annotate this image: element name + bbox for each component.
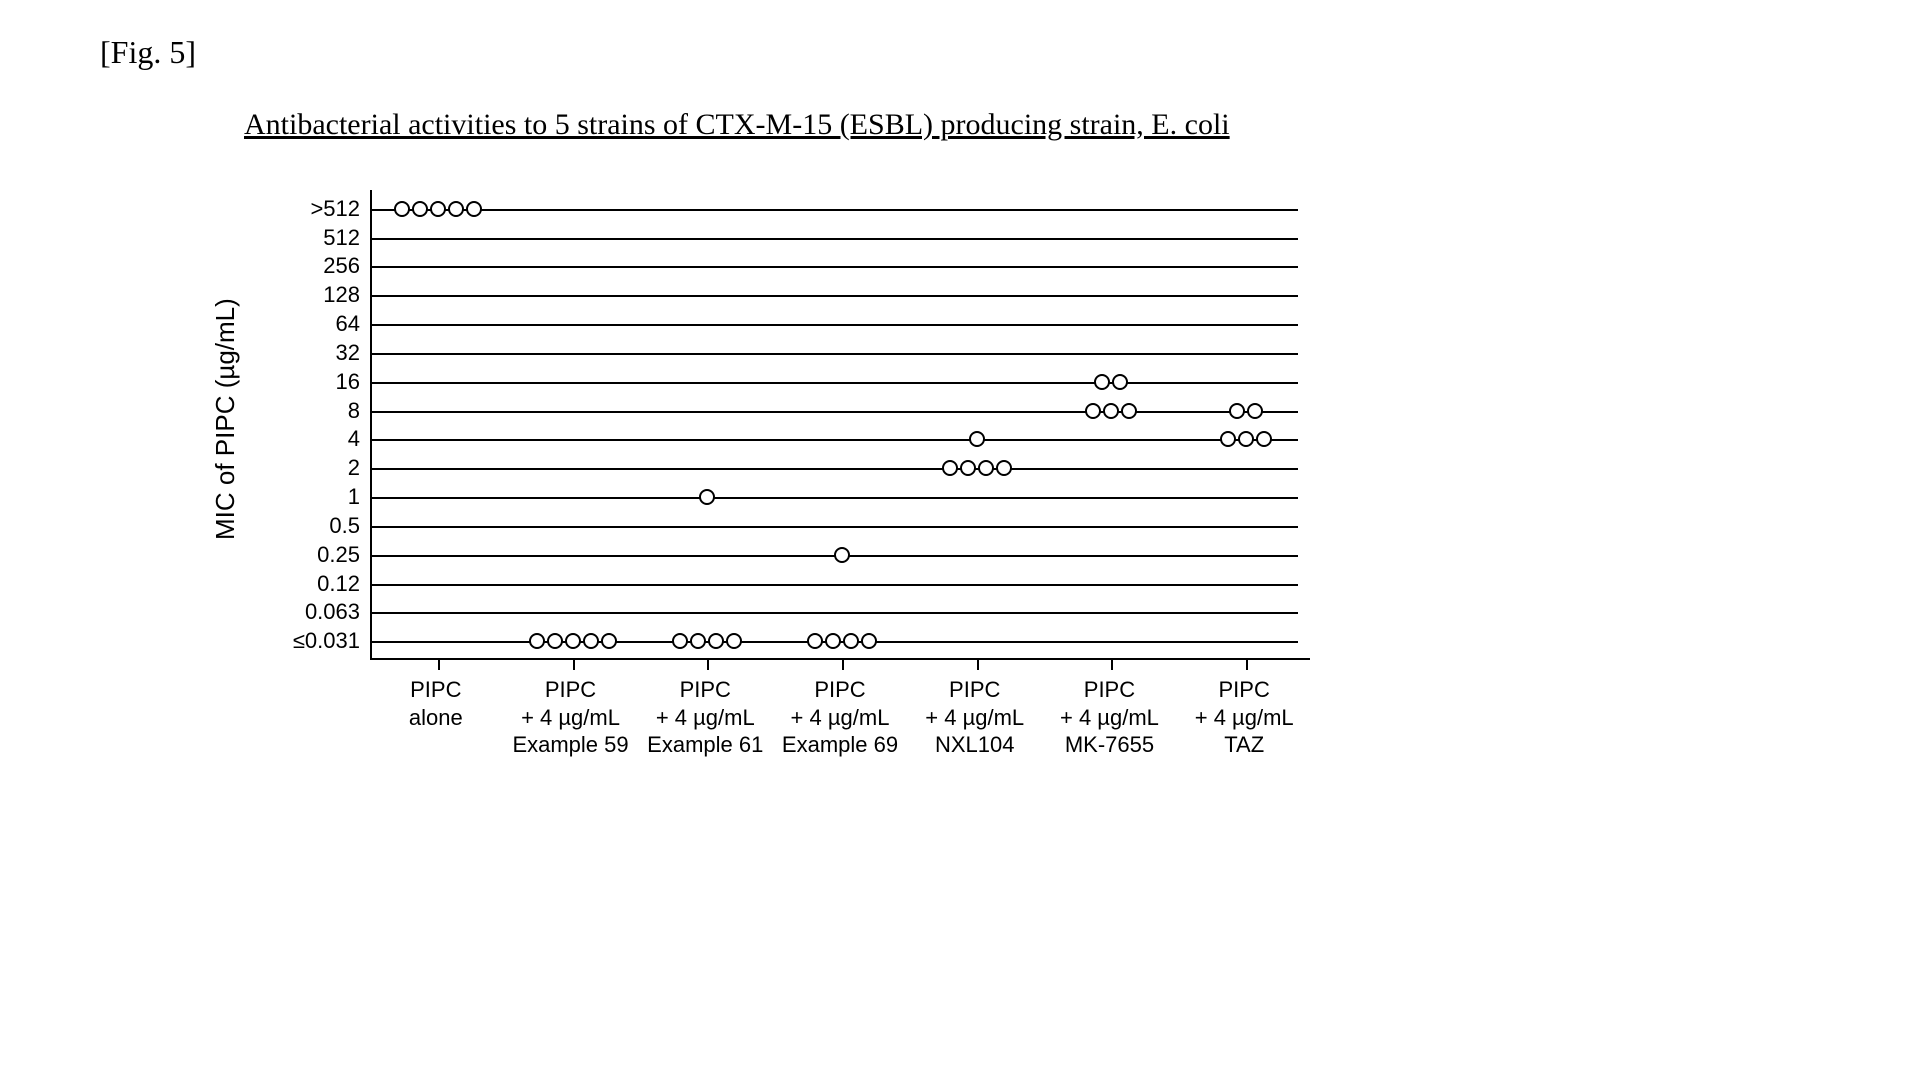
data-point (1256, 431, 1272, 447)
data-point (708, 633, 724, 649)
gridline (372, 324, 1298, 326)
y-tick-label: 256 (260, 253, 360, 279)
data-point (394, 201, 410, 217)
data-point (547, 633, 563, 649)
y-tick-label: 4 (260, 426, 360, 452)
data-point (978, 460, 994, 476)
x-tick-label: PIPC+ 4 µg/mLExample 61 (647, 676, 763, 759)
figure-label: [Fig. 5] (100, 34, 196, 71)
gridline (372, 612, 1298, 614)
gridline (372, 238, 1298, 240)
x-tick-mark (438, 660, 440, 670)
data-point (529, 633, 545, 649)
y-tick-label: >512 (260, 196, 360, 222)
data-point (1247, 403, 1263, 419)
x-tick-mark (842, 660, 844, 670)
data-point (448, 201, 464, 217)
y-tick-label: 0.25 (260, 542, 360, 568)
data-point (1220, 431, 1236, 447)
data-point (1094, 374, 1110, 390)
y-tick-label: 0.12 (260, 571, 360, 597)
y-tick-label: 1 (260, 484, 360, 510)
x-tick-label: PIPC+ 4 µg/mLNXL104 (925, 676, 1024, 759)
x-tick-mark (1111, 660, 1113, 670)
gridline (372, 382, 1298, 384)
data-point (430, 201, 446, 217)
data-point (726, 633, 742, 649)
data-point (861, 633, 877, 649)
gridline (372, 266, 1298, 268)
y-tick-label: 0.5 (260, 513, 360, 539)
y-tick-label: 16 (260, 369, 360, 395)
data-point (942, 460, 958, 476)
chart-title: Antibacterial activities to 5 strains of… (244, 108, 1230, 142)
data-point (1085, 403, 1101, 419)
data-point (699, 489, 715, 505)
chart-container: MIC of PIPC (µg/mL) ≤0.031 0.0630.12 0.25 0… (180, 160, 1310, 860)
x-tick-mark (977, 660, 979, 670)
y-tick-label: 32 (260, 340, 360, 366)
data-point (412, 201, 428, 217)
y-tick-label: ≤0.031 (260, 628, 360, 654)
gridline (372, 411, 1298, 413)
data-point (672, 633, 688, 649)
x-tick-label: PIPCalone (409, 676, 463, 731)
x-tick-label: PIPC+ 4 µg/mLMK-7655 (1060, 676, 1159, 759)
data-point (969, 431, 985, 447)
data-point (1112, 374, 1128, 390)
y-tick-label: 64 (260, 311, 360, 337)
gridline (372, 209, 1298, 211)
data-point (807, 633, 823, 649)
gridline (372, 439, 1298, 441)
data-point (960, 460, 976, 476)
y-tick-label: 2 (260, 455, 360, 481)
y-tick-label: 8 (260, 398, 360, 424)
x-tick-mark (707, 660, 709, 670)
data-point (843, 633, 859, 649)
y-tick-label: 0.063 (260, 599, 360, 625)
x-tick-mark (573, 660, 575, 670)
data-point (1238, 431, 1254, 447)
data-point (583, 633, 599, 649)
x-tick-label: PIPC+ 4 µg/mLExample 59 (512, 676, 628, 759)
gridline (372, 295, 1298, 297)
gridline (372, 584, 1298, 586)
y-tick-label: 128 (260, 282, 360, 308)
gridline (372, 353, 1298, 355)
data-point (996, 460, 1012, 476)
x-tick-label: PIPC+ 4 µg/mLTAZ (1195, 676, 1294, 759)
data-point (1229, 403, 1245, 419)
data-point (825, 633, 841, 649)
y-tick-label: 512 (260, 225, 360, 251)
data-point (1103, 403, 1119, 419)
data-point (565, 633, 581, 649)
data-point (1121, 403, 1137, 419)
data-point (601, 633, 617, 649)
gridline (372, 526, 1298, 528)
plot-area (370, 190, 1310, 660)
data-point (690, 633, 706, 649)
data-point (834, 547, 850, 563)
x-tick-mark (1246, 660, 1248, 670)
gridline (372, 468, 1298, 470)
data-point (466, 201, 482, 217)
gridline (372, 497, 1298, 499)
y-axis-title: MIC of PIPC (µg/mL) (210, 298, 241, 540)
x-tick-label: PIPC+ 4 µg/mLExample 69 (782, 676, 898, 759)
